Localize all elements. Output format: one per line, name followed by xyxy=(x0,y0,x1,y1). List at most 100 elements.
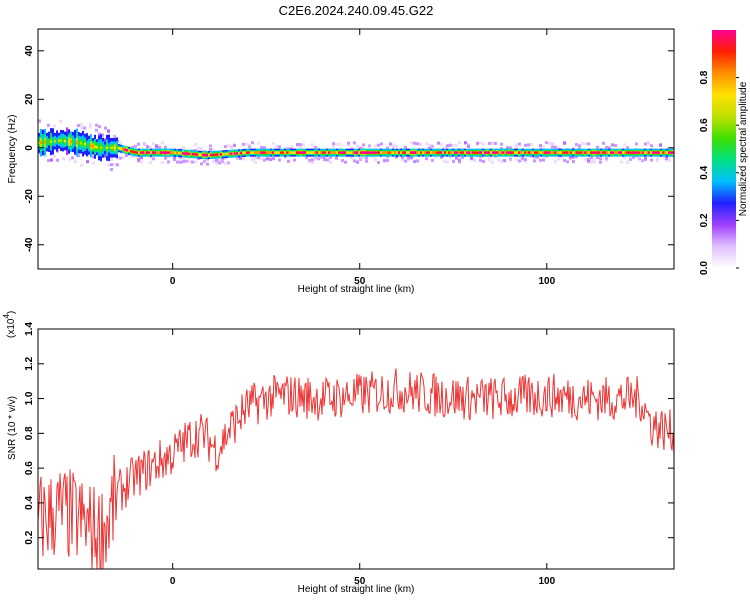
spectrogram-ylabel: Frequency (Hz) xyxy=(7,115,18,184)
spectrogram-halo-cell xyxy=(488,155,491,159)
spectrogram-cell xyxy=(592,151,594,154)
spectrogram-cell xyxy=(608,151,610,154)
spectrogram-cell xyxy=(402,151,404,154)
spectrogram-cell xyxy=(266,151,268,154)
spectrogram-halo-cell xyxy=(224,161,227,165)
spectrogram-halo-cell xyxy=(506,146,509,150)
spectrogram-halo-cell xyxy=(350,156,353,160)
spectrogram-cell xyxy=(484,151,486,154)
spectrogram-halo-cell xyxy=(110,163,113,167)
spectrogram-ytick-label: 0 xyxy=(24,145,35,151)
spectrogram-halo-cell xyxy=(317,157,320,161)
spectrogram-cell xyxy=(336,151,338,154)
spectrogram-halo-cell xyxy=(329,156,332,160)
spectrogram-cell xyxy=(558,151,560,154)
spectrogram-cell xyxy=(626,151,628,154)
spectrogram-cell xyxy=(494,151,496,154)
spectrogram-cell xyxy=(94,145,96,148)
spectrogram-halo-cell xyxy=(440,142,443,146)
spectrogram-cell xyxy=(84,142,86,146)
spectrogram-halo-cell xyxy=(140,155,143,159)
spectrogram-halo-cell xyxy=(581,142,584,146)
spectrogram-cell xyxy=(426,151,428,154)
spectrogram-cell xyxy=(442,151,444,154)
spectrogram-halo-cell xyxy=(275,145,278,149)
spectrogram-halo-cell xyxy=(662,155,665,159)
spectrogram-cell xyxy=(578,151,580,154)
spectrogram-halo-cell xyxy=(521,158,524,162)
spectrogram-cell xyxy=(460,151,462,154)
spectrogram-halo-cell xyxy=(245,142,248,146)
spectrogram-halo-cell xyxy=(419,142,422,146)
spectrogram-cell xyxy=(536,151,538,154)
colorbar-tick-label: 0.8 xyxy=(699,70,710,84)
spectrogram-halo-cell xyxy=(290,145,293,149)
spectrogram-cell xyxy=(386,151,388,154)
spectrogram-halo-cell xyxy=(125,153,128,157)
spectrogram-frame xyxy=(37,28,675,270)
spectrogram-cell xyxy=(116,146,118,149)
spectrogram-halo-cell xyxy=(260,157,263,161)
spectrogram-cell xyxy=(574,151,576,154)
spectrogram-halo-cell xyxy=(224,157,227,161)
figure-title: C2E6.2024.240.09.45.G22 xyxy=(279,3,434,18)
spectrogram-halo-cell xyxy=(158,144,161,148)
spectrogram-halo-cell xyxy=(38,151,41,155)
spectrogram-halo-cell xyxy=(521,156,524,160)
spectrogram-cell xyxy=(348,151,350,154)
spectrogram-halo-cell xyxy=(140,160,143,164)
spectrogram-cell xyxy=(606,151,608,154)
spectrogram-cell xyxy=(500,151,502,154)
spectrogram-cell xyxy=(388,151,390,154)
spectrogram-cell xyxy=(530,151,532,154)
spectrogram-ytick-label: -20 xyxy=(24,189,35,204)
spectrogram-cell xyxy=(70,140,72,143)
spectrogram-halo-cell xyxy=(623,156,626,160)
spectrogram-cell xyxy=(586,151,588,154)
spectrogram-cell xyxy=(532,151,534,154)
spectrogram-halo-cell xyxy=(179,160,182,164)
spectrogram-halo-cell xyxy=(509,158,512,162)
spectrogram-cell xyxy=(292,151,294,154)
spectrogram-halo-cell xyxy=(377,143,380,147)
spectrogram-halo-cell xyxy=(566,160,569,164)
spectrogram-cell xyxy=(516,151,518,154)
spectrogram-halo-cell xyxy=(299,143,302,147)
spectrogram-cell xyxy=(164,151,166,154)
spectrogram-halo-cell xyxy=(395,144,398,148)
spectrogram-halo-cell xyxy=(458,158,461,162)
spectrogram-cell xyxy=(228,152,230,156)
spectrogram-cell xyxy=(520,151,522,154)
spectrogram-halo-cell xyxy=(350,146,353,150)
spectrogram-halo-cell xyxy=(239,155,242,159)
spectrogram-halo-cell xyxy=(509,146,512,150)
spectrogram-cell xyxy=(358,151,360,154)
spectrogram-halo-cell xyxy=(575,143,578,147)
spectrogram-cell xyxy=(436,151,438,154)
spectrogram-halo-cell xyxy=(623,143,626,147)
spectrogram-halo-cell xyxy=(551,143,554,147)
spectrogram-halo-cell xyxy=(497,158,500,162)
spectrogram-cell xyxy=(466,151,468,154)
spectrogram-cell xyxy=(452,151,454,154)
spectrogram-cell xyxy=(326,151,328,154)
spectrogram-halo-cell xyxy=(545,141,548,145)
spectrogram-halo-cell xyxy=(386,158,389,162)
spectrogram-cell xyxy=(406,151,408,154)
spectrogram-halo-cell xyxy=(539,143,542,147)
spectrogram-halo-cell xyxy=(206,162,209,166)
spectrogram-cell xyxy=(616,151,618,154)
spectrogram-halo-cell xyxy=(665,158,668,162)
spectrogram-halo-cell xyxy=(647,141,650,145)
spectrogram-halo-cell xyxy=(110,157,113,161)
spectrogram-halo-cell xyxy=(335,142,338,146)
spectrogram-halo-cell xyxy=(131,155,134,159)
spectrogram-cell xyxy=(568,151,570,154)
spectrogram-cell xyxy=(642,151,644,154)
spectrogram-cell xyxy=(584,151,586,154)
spectrogram-cell xyxy=(354,151,356,154)
spectrogram-halo-cell xyxy=(278,158,281,162)
spectrogram-halo-cell xyxy=(524,157,527,161)
spectrogram-halo-cell xyxy=(215,161,218,165)
spectrogram-halo-cell xyxy=(359,146,362,150)
